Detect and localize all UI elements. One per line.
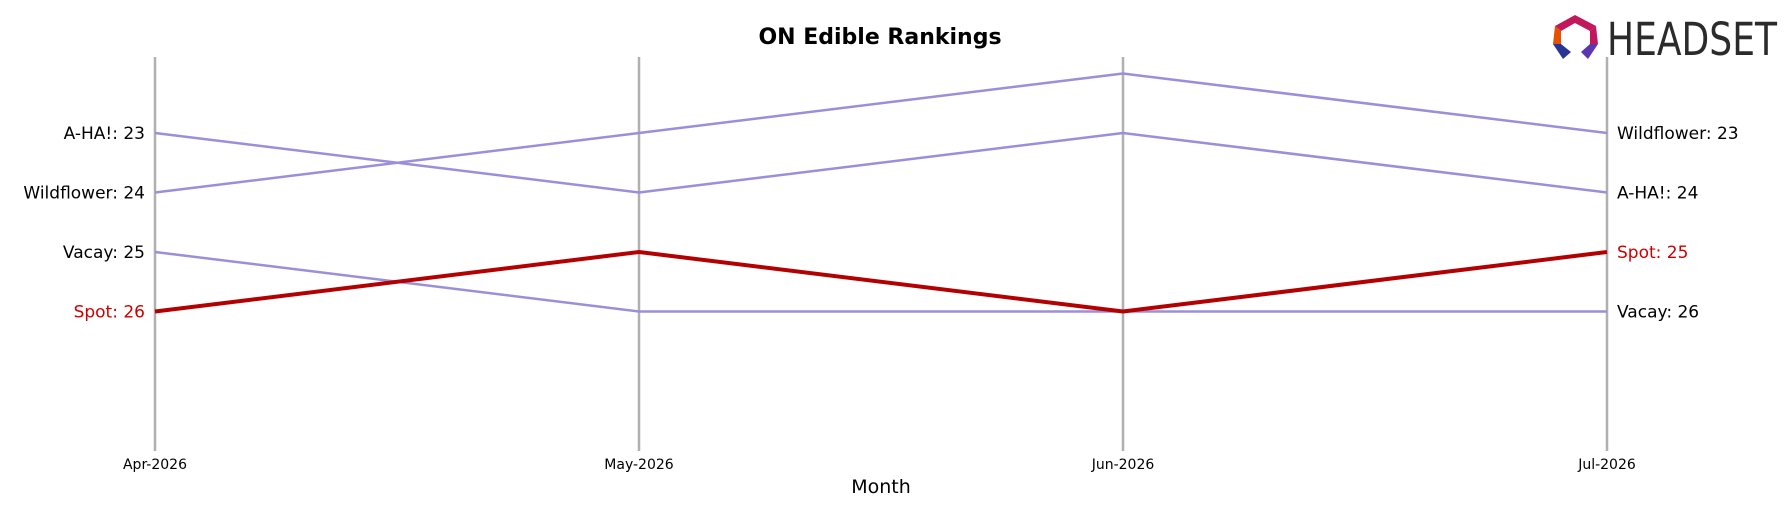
start-rank-label: Spot: 26 [74,303,145,323]
start-rank-label: Wildflower: 24 [23,184,145,204]
start-rank-label: A-HA!: 23 [64,124,145,144]
month-axes [153,57,1609,451]
rank-labels: A-HA!: 23 A-HA!: 24 Wildflower: 24 Wildflow… [23,124,1738,323]
x-tick-label: May-2026 [604,457,673,473]
end-rank-label: Wildflower: 23 [1617,124,1739,144]
series-lines [154,72,1608,314]
series-line-spot [154,250,1608,314]
x-tick-labels: Apr-2026 May-2026 Jun-2026 Jul-2026 [123,457,1636,473]
x-tick-label: Jul-2026 [1577,457,1636,473]
end-rank-label: A-HA!: 24 [1617,184,1698,204]
x-tick-label: Apr-2026 [123,457,187,473]
series-line-wildflower [154,72,1608,194]
logo-wordmark: HEADSET [1607,13,1777,66]
end-rank-label: Vacay: 26 [1617,303,1699,323]
x-axis-label: Month [851,476,911,498]
chart-title: ON Edible Rankings [758,25,1001,50]
headset-logo: HEADSET [1553,13,1777,66]
start-rank-label: Vacay: 25 [63,243,145,263]
end-rank-label: Spot: 25 [1617,243,1688,263]
series-line-a-ha [154,131,1608,194]
headset-logo-icon [1553,15,1598,59]
x-tick-label: Jun-2026 [1091,457,1155,473]
